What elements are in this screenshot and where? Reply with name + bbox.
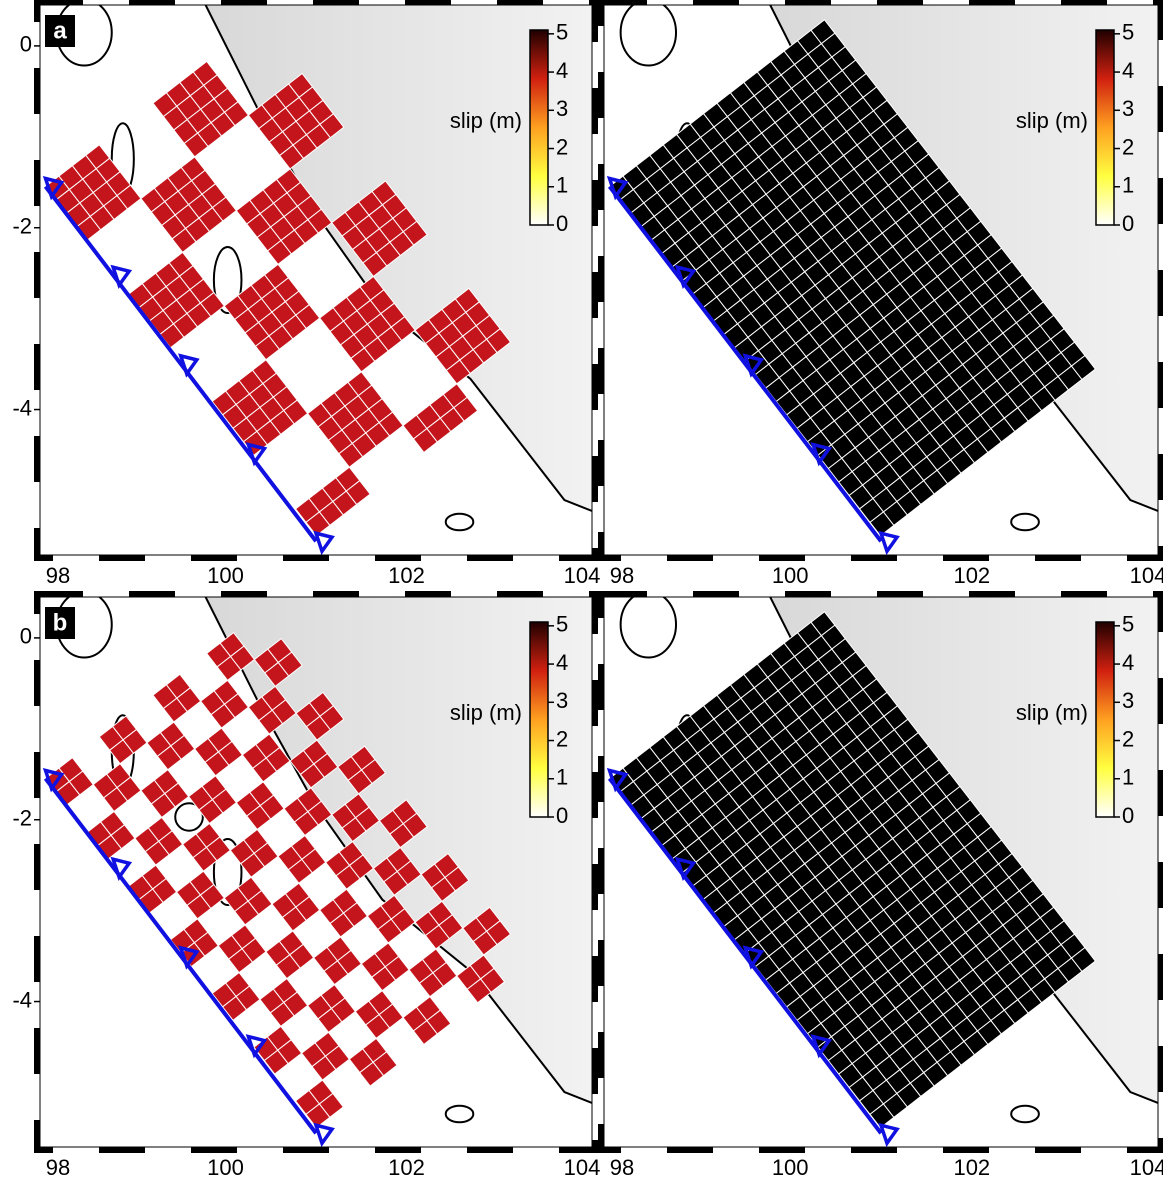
- y-tick-label: -2: [12, 806, 32, 831]
- x-tick-label: 102: [953, 1155, 990, 1180]
- x-tick-label: 102: [388, 1155, 425, 1180]
- colorbar: [1096, 30, 1114, 225]
- colorbar-tick-label: 1: [1122, 765, 1134, 790]
- figure: a012345slip (m)981001021040-2-4012345sli…: [0, 0, 1163, 1187]
- y-tick-label: -4: [12, 987, 32, 1012]
- colorbar-label: slip (m): [1016, 700, 1088, 725]
- colorbar-tick-label: 3: [556, 96, 568, 121]
- colorbar-tick-label: 5: [556, 20, 568, 45]
- x-tick-label: 100: [772, 1155, 809, 1180]
- x-tick-label: 104: [1130, 563, 1163, 588]
- y-tick-label: -2: [12, 214, 32, 239]
- colorbar-tick-label: 0: [1122, 211, 1134, 236]
- colorbar-tick-label: 1: [556, 765, 568, 790]
- panel-label: b: [53, 609, 68, 636]
- colorbar-tick-label: 2: [1122, 134, 1134, 159]
- x-tick-label: 98: [610, 563, 634, 588]
- colorbar-tick-label: 0: [1122, 803, 1134, 828]
- colorbar-tick-label: 1: [1122, 173, 1134, 198]
- colorbar-tick-label: 4: [556, 58, 568, 83]
- y-tick-label: 0: [20, 624, 32, 649]
- x-tick-label: 100: [207, 1155, 244, 1180]
- colorbar-tick-label: 2: [556, 726, 568, 751]
- island: [1011, 1106, 1039, 1123]
- colorbar-tick-label: 0: [556, 803, 568, 828]
- x-tick-label: 104: [564, 1155, 601, 1180]
- x-tick-label: 104: [564, 563, 601, 588]
- colorbar-tick-label: 2: [1122, 726, 1134, 751]
- x-tick-label: 100: [207, 563, 244, 588]
- island: [621, 592, 676, 658]
- map-panel: 0 1 2 3 4 5 slip (m): [601, 592, 1161, 1154]
- colorbar-label: slip (m): [450, 700, 522, 725]
- x-tick-label: 98: [46, 563, 70, 588]
- x-tick-label: 104: [1130, 1155, 1163, 1180]
- colorbar-label: slip (m): [1016, 108, 1088, 133]
- y-tick-label: 0: [20, 32, 32, 57]
- colorbar-tick-label: 5: [556, 612, 568, 637]
- colorbar-tick-label: 4: [556, 650, 568, 675]
- colorbar: [1096, 622, 1114, 817]
- x-tick-label: 98: [610, 1155, 634, 1180]
- colorbar-tick-label: 2: [556, 134, 568, 159]
- colorbar: [530, 30, 548, 225]
- colorbar-tick-label: 3: [556, 688, 568, 713]
- x-tick-label: 102: [388, 563, 425, 588]
- colorbar-tick-label: 4: [1122, 58, 1134, 83]
- island: [621, 0, 676, 66]
- y-tick-label: -4: [12, 395, 32, 420]
- x-tick-label: 100: [772, 563, 809, 588]
- colorbar: [530, 622, 548, 817]
- island: [446, 514, 474, 531]
- colorbar-tick-label: 3: [1122, 688, 1134, 713]
- x-tick-label: 98: [46, 1155, 70, 1180]
- colorbar-tick-label: 3: [1122, 96, 1134, 121]
- x-tick-label: 102: [953, 563, 990, 588]
- panel-label: a: [53, 17, 67, 44]
- map-panel: a 0 1 2 3 4 5 slip (m): [34, 0, 595, 561]
- colorbar-tick-label: 4: [1122, 650, 1134, 675]
- map-panel: b 0 1 2 3 4 5 slip (m): [34, 592, 595, 1154]
- map-panel: 0 1 2 3 4 5 slip (m): [601, 0, 1161, 561]
- colorbar-label: slip (m): [450, 108, 522, 133]
- island: [446, 1106, 474, 1123]
- colorbar-tick-label: 5: [1122, 20, 1134, 45]
- colorbar-tick-label: 5: [1122, 612, 1134, 637]
- island: [1011, 514, 1039, 531]
- colorbar-tick-label: 1: [556, 173, 568, 198]
- colorbar-tick-label: 0: [556, 211, 568, 236]
